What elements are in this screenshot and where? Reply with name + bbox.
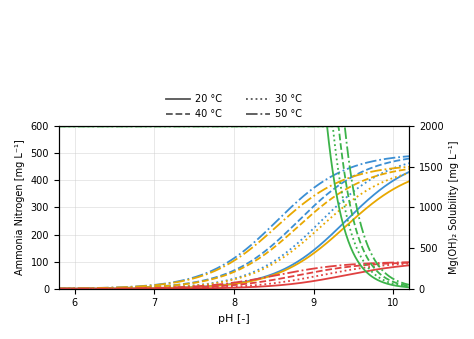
- Legend: 20 °C, 40 °C, 30 °C, 50 °C: 20 °C, 40 °C, 30 °C, 50 °C: [162, 91, 306, 123]
- X-axis label: pH [-]: pH [-]: [218, 314, 250, 324]
- Y-axis label: Ammonia Nitrogen [mg L⁻¹]: Ammonia Nitrogen [mg L⁻¹]: [15, 140, 25, 275]
- Y-axis label: Mg(OH)₂ Solubility [mg L⁻¹]: Mg(OH)₂ Solubility [mg L⁻¹]: [449, 141, 459, 274]
